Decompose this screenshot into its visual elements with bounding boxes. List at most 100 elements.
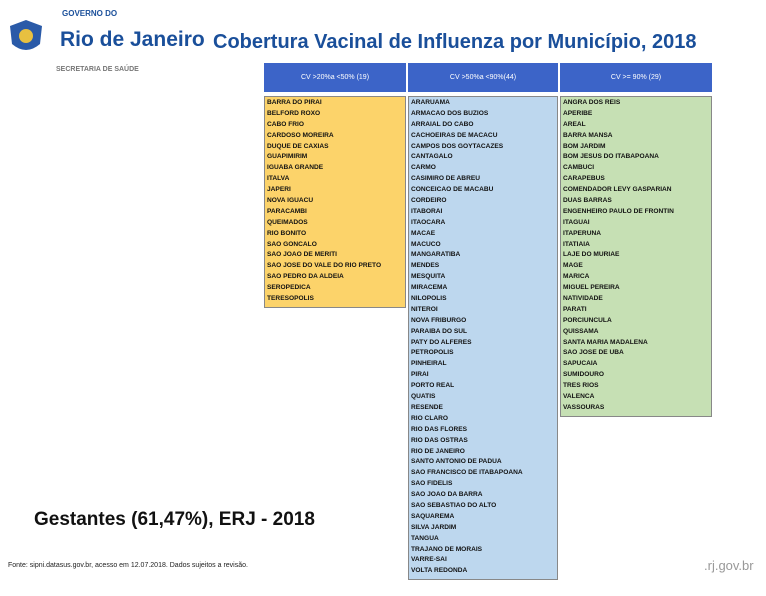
cell: ITAGUAI	[563, 218, 590, 226]
cell: SAO JOSE DE UBA	[563, 349, 624, 357]
cell: ITALVA	[267, 175, 290, 183]
column-header: CV >20%a <50% (19)	[264, 63, 406, 92]
cell: ENGENHEIRO PAULO DE FRONTIN	[563, 207, 674, 215]
cell: MIGUEL PEREIRA	[563, 284, 620, 292]
cell: SAO FIDELIS	[411, 480, 453, 488]
cell: SAO SEBASTIAO DO ALTO	[411, 501, 497, 509]
cell: MENDES	[411, 262, 440, 270]
cell: RESENDE	[411, 403, 443, 411]
table-column: CV >20%a <50% (19) BARRA DO PIRAI BELFORD …	[264, 63, 406, 308]
cell: MARICA	[563, 273, 590, 281]
logo	[10, 20, 42, 50]
cell: CARDOSO MOREIRA	[267, 131, 334, 139]
cell: SEROPEDICA	[267, 284, 311, 292]
cell: RIO DAS FLORES	[411, 425, 468, 433]
table-column: CV >= 90% (29) ANGRA DOS REIS APERIBE AREAL…	[560, 63, 712, 417]
site: .rj.gov.br	[704, 558, 754, 573]
cell: SAO JOAO DA BARRA	[411, 491, 483, 499]
cell: CABO FRIO	[267, 120, 304, 128]
cell: CORDEIRO	[411, 197, 447, 205]
cell: TRES RIOS	[563, 382, 599, 390]
cell: CARAPEBUS	[563, 175, 605, 183]
cell: SILVA JARDIM	[411, 523, 457, 531]
cell: MANGARATIBA	[411, 251, 461, 259]
cell: PATY DO ALFERES	[411, 338, 472, 346]
cell: SAPUCAIA	[563, 360, 598, 368]
cell: PIRAI	[411, 371, 429, 379]
column-body: ANGRA DOS REIS APERIBE AREAL BARRA MANSA BOM…	[560, 96, 712, 417]
cell: MACAE	[411, 229, 436, 237]
gov-small: GOVERNO DO	[62, 9, 118, 18]
cell: TERESOPOLIS	[267, 295, 314, 303]
cell: CAMBUCI	[563, 164, 595, 172]
cell: MAGE	[563, 262, 583, 270]
cell: DUQUE DE CAXIAS	[267, 142, 329, 150]
source: Fonte: sipni.datasus.gov.br, acesso em 1…	[8, 562, 248, 569]
subtitle: SECRETARIA DE SAÚDE	[56, 66, 139, 73]
cell: PETROPOLIS	[411, 349, 454, 357]
column-body: ARARUAMA ARMACAO DOS BUZIOS ARRAIAL DO CAB…	[408, 96, 558, 581]
cell: BELFORD ROXO	[267, 109, 321, 117]
cell: CARMO	[411, 164, 436, 172]
cell: QUISSAMA	[563, 327, 599, 335]
caption: Gestantes (61,47%), ERJ - 2018	[34, 509, 315, 530]
cell: PARACAMBI	[267, 207, 307, 215]
cell: LAJE DO MURIAE	[563, 251, 620, 259]
cell: RIO DE JANEIRO	[411, 447, 465, 455]
cell: ITABORAI	[411, 207, 443, 215]
cell: NILOPOLIS	[411, 295, 447, 303]
cell: NATIVIDADE	[563, 295, 603, 303]
cell: NOVA IGUACU	[267, 197, 314, 205]
cell: VOLTA REDONDA	[411, 567, 468, 575]
cell: MESQUITA	[411, 273, 446, 281]
cell: QUATIS	[411, 393, 436, 401]
cell: PARATI	[563, 305, 587, 313]
column-header: CV >50%a <90%(44)	[408, 63, 558, 92]
cell: COMENDADOR LEVY GASPARIAN	[563, 186, 672, 194]
cell: PORCIUNCULA	[563, 316, 612, 324]
cell: ITAOCARA	[411, 218, 446, 226]
cell: VARRE-SAI	[411, 556, 447, 564]
gov-big: Rio de Janeiro	[60, 28, 205, 51]
cell: SAO JOSE DO VALE DO RIO PRETO	[267, 262, 382, 270]
cell: DUAS BARRAS	[563, 197, 612, 205]
cell: ARMACAO DOS BUZIOS	[411, 109, 489, 117]
cell: PINHEIRAL	[411, 360, 447, 368]
cell: SUMIDOURO	[563, 371, 605, 379]
cell: ARARUAMA	[411, 99, 450, 106]
cell: BOM JESUS DO ITABAPOANA	[563, 153, 659, 161]
cell: NOVA FRIBURGO	[411, 316, 467, 324]
cell: AREAL	[563, 120, 586, 128]
cell: APERIBE	[563, 109, 593, 117]
cell: ITAPERUNA	[563, 229, 601, 237]
cell: SAQUAREMA	[411, 512, 455, 520]
cell: CONCEICAO DE MACABU	[411, 186, 494, 194]
cell: RIO DAS OSTRAS	[411, 436, 468, 444]
cell: BOM JARDIM	[563, 142, 606, 150]
cell: ANGRA DOS REIS	[563, 99, 621, 106]
cell: RIO CLARO	[411, 414, 448, 422]
cell: SAO PEDRO DA ALDEIA	[267, 273, 344, 281]
cell: JAPERI	[267, 186, 291, 194]
cell: MIRACEMA	[411, 284, 448, 292]
cell: SAO GONCALO	[267, 240, 317, 248]
cell: QUEIMADOS	[267, 218, 308, 226]
cell: BARRA MANSA	[563, 131, 613, 139]
cell: ITATIAIA	[563, 240, 590, 248]
cell: TANGUA	[411, 534, 439, 542]
cell: IGUABA GRANDE	[267, 164, 324, 172]
cell: SANTA MARIA MADALENA	[563, 338, 648, 346]
cell: MACUCO	[411, 240, 441, 248]
cell: VASSOURAS	[563, 403, 605, 411]
cell: SANTO ANTONIO DE PADUA	[411, 458, 502, 466]
cell: RIO BONITO	[267, 229, 307, 237]
cell: VALENCA	[563, 393, 595, 401]
cell: NITEROI	[411, 305, 438, 313]
cell: PORTO REAL	[411, 382, 455, 390]
column-body: BARRA DO PIRAI BELFORD ROXO CABO FRIO CARDO…	[264, 96, 406, 308]
cell: BARRA DO PIRAI	[267, 99, 322, 106]
cell: SAO FRANCISCO DE ITABAPOANA	[411, 469, 523, 477]
title: Cobertura Vacinal de Influenza por Munic…	[213, 31, 697, 53]
column-header: CV >= 90% (29)	[560, 63, 712, 92]
